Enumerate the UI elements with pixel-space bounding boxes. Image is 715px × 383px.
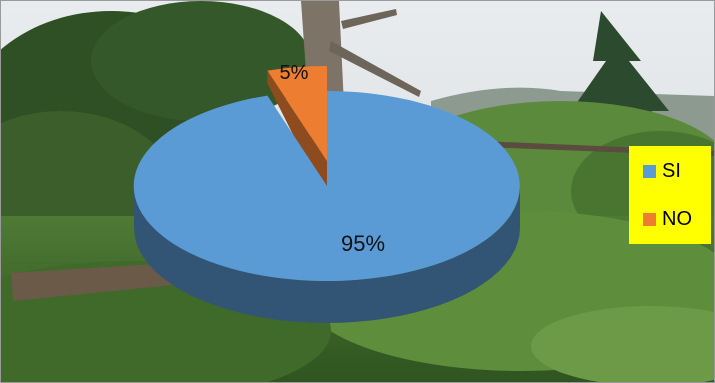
legend-swatch-si [643,164,656,178]
pie-slice-no [267,65,327,161]
legend-item-si: SI [643,159,681,183]
data-label-no: 5% [280,62,309,84]
legend-swatch-no [643,212,656,226]
legend-label-no: NO [662,207,692,230]
pie-side-si [134,186,520,323]
legend-label-si: SI [662,159,681,182]
data-label-si: 95% [341,231,385,256]
pie-data-labels: 95% 5% [280,62,385,256]
pie-slice-si [133,91,520,281]
chart-legend: SI NO [629,146,711,244]
legend-item-no: NO [643,207,692,231]
pie-slices [133,65,520,281]
